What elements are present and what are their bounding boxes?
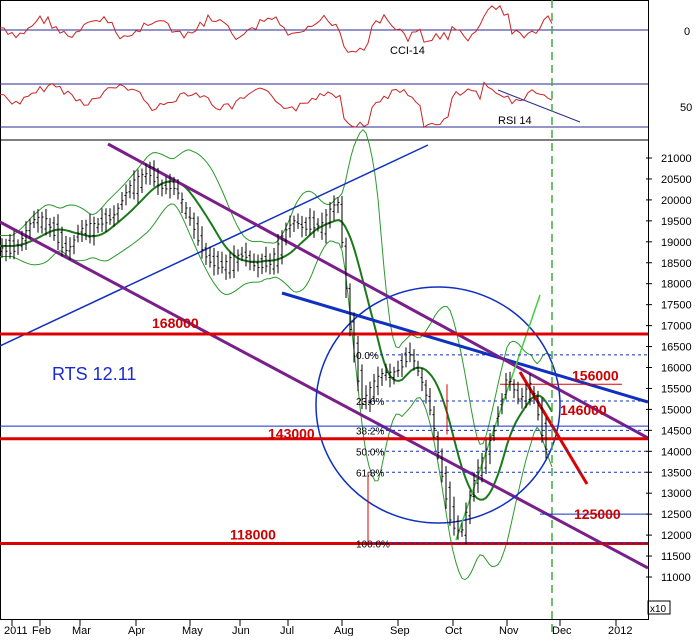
cci-label: CCI-14 (390, 45, 425, 57)
bollinger-bands (0, 129, 553, 581)
level-label-168000: 168000 (152, 315, 199, 331)
x-tick-label: Aug (334, 625, 354, 636)
y-tick-label: 20000 (661, 195, 692, 207)
y-tick-label: 17500 (661, 300, 692, 312)
channel-upper (107, 142, 649, 440)
fib-label: 38.2% (356, 426, 384, 437)
bollinger-upper (0, 129, 553, 445)
cci-axis-label: 0 (684, 26, 690, 38)
level-label-146000: 146000 (560, 402, 607, 418)
level-label-143000: 143000 (268, 426, 315, 442)
fib-label: 61.8% (356, 468, 384, 479)
rsi-line (0, 81, 553, 129)
fibonacci-retracement: 0.0%23.6%38.2%50.0%61.8%100.0% (356, 351, 648, 550)
fib-label: 50.0% (356, 447, 384, 458)
price-bars (0, 160, 548, 545)
y-tick-label: 12000 (661, 530, 692, 542)
y-tick-label: 15000 (661, 404, 692, 416)
y-multiplier-box (647, 600, 671, 615)
highlight-circle (315, 286, 561, 524)
grid-layer (0, 0, 649, 620)
y-tick-label: 19000 (661, 237, 692, 249)
decline-line (518, 371, 589, 485)
x-tick-label: May (182, 625, 203, 636)
moving-average (0, 180, 553, 501)
x-tick-label: Oct (445, 625, 462, 636)
x-tick-label: Nov (499, 625, 519, 636)
y-multiplier-label: x10 (650, 604, 667, 615)
x-tick-label: Apr (128, 625, 145, 636)
rsi-axis-label: 50 (680, 102, 692, 114)
y-tick-label: 18000 (661, 279, 692, 291)
y-tick-label: 14500 (661, 425, 692, 437)
y-tick-label: 17000 (661, 321, 692, 333)
trend-lines (0, 0, 649, 636)
x-tick-label: 2011 (4, 625, 28, 636)
axes: 21000 20500 20000 19500 19000 18500 18000 17500… (4, 153, 692, 637)
x-tick-label: Mar (72, 625, 91, 636)
indicator-panels: CCI-14 RSI 14 0 50 (0, 4, 692, 129)
rising-trend-line (0, 144, 429, 347)
level-label-118000: 118000 (230, 526, 276, 542)
fib-label: 100.0% (356, 539, 390, 550)
x-tick-label: Feb (32, 625, 51, 636)
y-tick-label: 14000 (661, 446, 692, 458)
chart-title: RTS 12.11 (52, 364, 136, 384)
support-resistance-levels: 168000 156000 146000 143000 125000 118000 (0, 315, 648, 545)
bollinger-lower (0, 203, 553, 581)
rsi-label: RSI 14 (498, 115, 532, 127)
rsi-trend-line (497, 89, 581, 123)
y-tick-label: 13000 (661, 488, 692, 500)
y-tick-label: 19500 (661, 216, 692, 228)
y-tick-label: 11500 (661, 551, 691, 563)
y-tick-label: 11000 (661, 572, 691, 584)
cci-line (0, 4, 553, 53)
plot-frame (0, 0, 649, 620)
y-tick-label: 20500 (661, 174, 692, 186)
y-tick-label: 16000 (661, 363, 692, 375)
x-tick-label: Jul (280, 625, 294, 636)
x-tick-label: Dec (552, 625, 572, 636)
y-tick-label: 16500 (661, 342, 692, 354)
level-label-125000: 125000 (574, 506, 621, 522)
x-tick-label: Jun (232, 625, 250, 636)
level-label-156000: 156000 (572, 367, 619, 383)
y-tick-label: 12500 (661, 509, 692, 521)
y-tick-label: 18500 (661, 258, 692, 270)
fib-label: 0.0% (356, 351, 379, 362)
x-tick-label: Sep (390, 625, 410, 636)
y-tick-label: 13500 (661, 467, 692, 479)
y-tick-label: 15500 (661, 383, 692, 395)
x-tick-label: 2012 (608, 625, 632, 636)
channel-lower (0, 220, 649, 570)
y-tick-label: 21000 (661, 153, 692, 165)
